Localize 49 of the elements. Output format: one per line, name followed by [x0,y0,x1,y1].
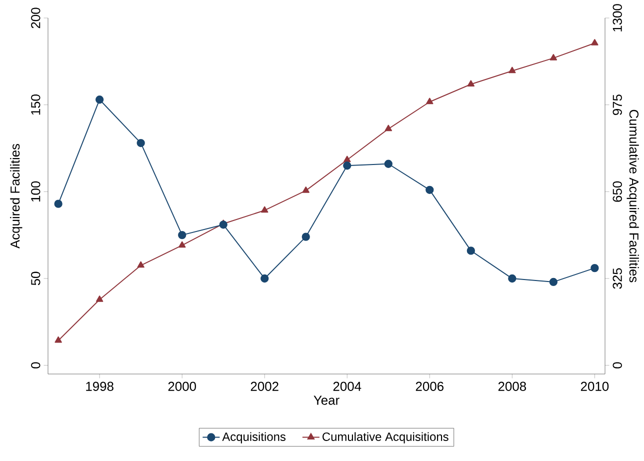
x-tick-label: 1998 [86,382,114,391]
y-tick-label: 100 [31,181,40,202]
x-tick-label: 2008 [498,382,526,391]
y2-tick-label: 0 [612,362,622,368]
point [384,124,392,132]
y2-axis-title: Cumulative Acquired Facilities [626,110,639,282]
point [54,200,62,208]
point [95,96,104,104]
point [426,186,434,194]
legend-label: Cumulative Acquisitions [322,432,448,444]
legend-label: Acquisitions [222,432,286,444]
point [384,160,392,168]
point [219,220,228,229]
y2-tick-label: 325 [612,268,622,289]
y2-tick-label: 1300 [612,4,622,32]
x-tick-label: 2010 [580,382,609,391]
point [178,241,186,248]
point [54,336,62,343]
x-tick-label: 2002 [250,382,278,391]
point [508,66,516,74]
point [549,278,558,286]
y-tick-label: 0 [31,362,40,368]
point [137,261,144,268]
point [302,186,310,193]
point [178,230,186,240]
y-axis-title: Acquired Facilities [10,144,22,249]
point [261,206,268,213]
point [591,39,598,46]
x-axis-title: Year [314,396,340,405]
y2-tick-label: 975 [612,94,622,116]
point [590,264,599,272]
point [466,246,475,255]
point [508,274,516,283]
y-tick-label: 50 [31,272,40,286]
point [426,98,434,104]
y-tick-label: 200 [31,8,40,28]
x-tick-label: 2000 [168,382,196,391]
point [302,232,310,241]
x-tick-label: 2004 [333,382,362,391]
point [344,156,351,162]
point [136,138,145,148]
point [96,296,104,302]
point [343,162,352,170]
point [260,274,269,283]
point [467,80,475,87]
y2-tick-label: 650 [612,181,622,202]
x-tick-label: 2006 [416,382,444,391]
point [550,54,558,60]
y-tick-label: 150 [31,94,40,115]
